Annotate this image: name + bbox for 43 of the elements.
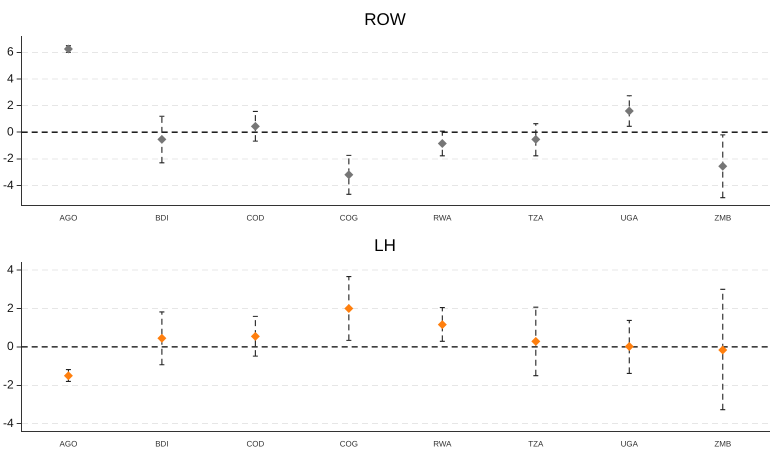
y-tick-label: 0 <box>6 339 14 354</box>
point <box>157 334 166 343</box>
x-tick-label: ZMB <box>714 213 732 222</box>
y-tick-label: -4 <box>3 416 14 430</box>
y-tick-label: 6 <box>6 44 14 59</box>
point <box>718 345 728 354</box>
x-tick-label: AGO <box>60 439 78 448</box>
point <box>718 162 728 171</box>
point <box>531 336 540 346</box>
x-tick-label: UGA <box>620 213 639 222</box>
x-tick-label: COD <box>246 439 264 448</box>
point <box>344 170 354 180</box>
y-tick-label: 4 <box>6 262 14 276</box>
y-tick-label: -2 <box>3 151 14 166</box>
chart-title: LH <box>374 236 396 255</box>
point <box>531 134 540 144</box>
point <box>250 122 260 131</box>
y-tick-label: 4 <box>6 71 14 86</box>
x-tick-label: RWA <box>433 213 452 222</box>
point <box>438 320 447 330</box>
x-tick-label: RWA <box>433 439 452 448</box>
x-tick-label: UGA <box>620 439 639 448</box>
x-tick-label: TZA <box>528 439 544 448</box>
y-tick-label: 2 <box>6 300 14 315</box>
x-tick-label: COG <box>340 439 358 448</box>
y-tick-label: 2 <box>6 98 14 112</box>
point <box>438 139 447 148</box>
point <box>624 342 634 352</box>
point <box>157 134 166 144</box>
point <box>250 332 260 341</box>
y-tick-label: 0 <box>6 124 14 139</box>
y-tick-label: -2 <box>3 378 14 392</box>
x-tick-label: COD <box>246 213 264 222</box>
x-tick-label: BDI <box>155 439 169 448</box>
x-tick-label: BDI <box>155 213 169 222</box>
point <box>344 304 354 313</box>
point <box>624 106 634 116</box>
x-tick-label: AGO <box>60 213 78 222</box>
x-tick-label: ZMB <box>714 439 732 448</box>
x-tick-label: COG <box>340 213 358 222</box>
y-tick-label: -4 <box>3 178 14 192</box>
x-tick-label: TZA <box>528 213 544 222</box>
chart-title: ROW <box>364 10 406 29</box>
